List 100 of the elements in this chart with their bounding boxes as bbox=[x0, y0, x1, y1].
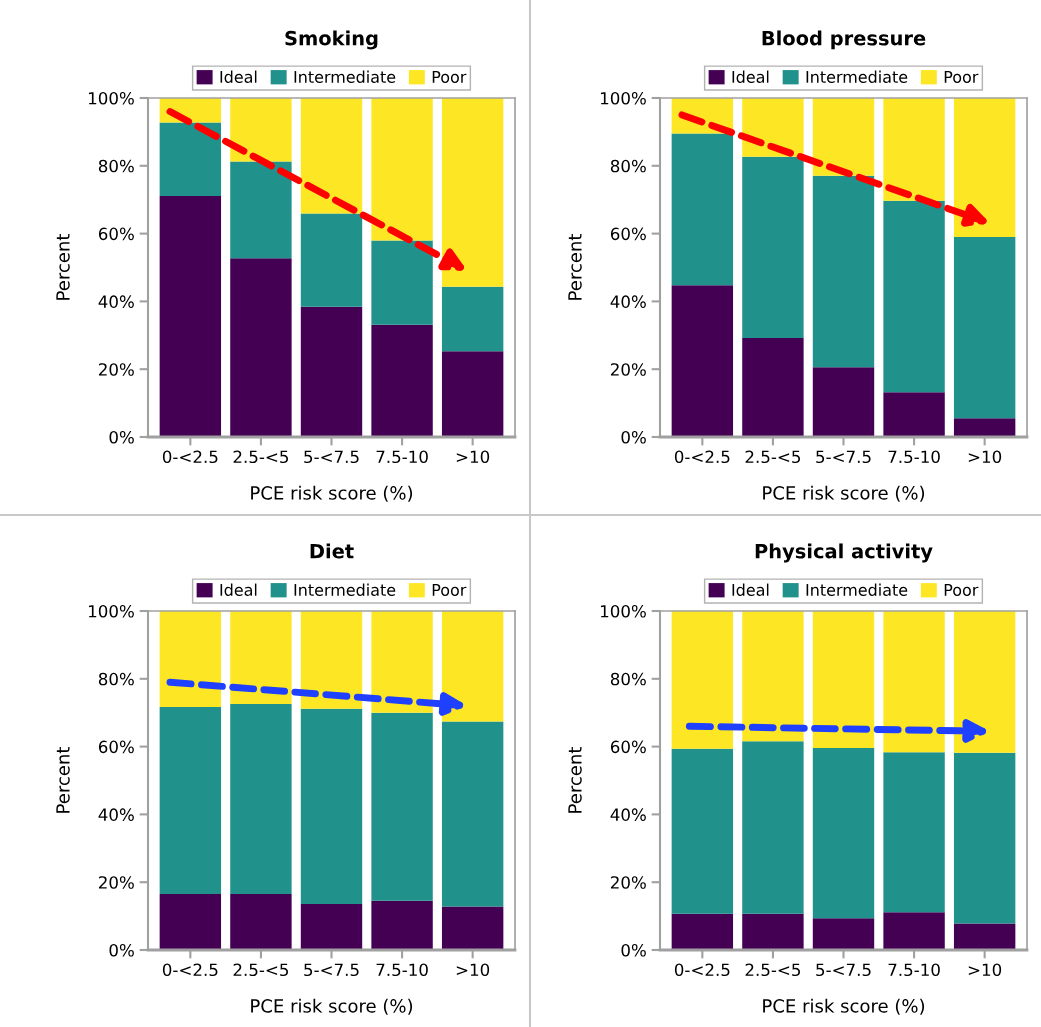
bar bbox=[371, 324, 433, 437]
y-tick-label: 60% bbox=[610, 740, 646, 754]
bar bbox=[883, 98, 945, 201]
bar bbox=[159, 706, 222, 895]
legend-label: Ideal bbox=[732, 70, 769, 83]
x-tick-label: 7.5-10 bbox=[888, 450, 940, 464]
bar bbox=[441, 351, 504, 437]
bar bbox=[812, 918, 875, 950]
legend-label: Intermediate bbox=[294, 70, 396, 83]
bar bbox=[441, 611, 504, 722]
x-tick-label: 5-<7.5 bbox=[816, 963, 871, 977]
x-tick-label: 2.5-<5 bbox=[233, 450, 289, 464]
y-tick-label: 80% bbox=[98, 159, 134, 173]
y-tick-label: 60% bbox=[610, 227, 646, 241]
y-axis-title: Percent bbox=[56, 746, 70, 813]
bar bbox=[230, 161, 292, 259]
bar bbox=[812, 747, 875, 919]
bar bbox=[159, 611, 222, 707]
legend-label: Poor bbox=[432, 584, 467, 596]
y-axis-title: Percent bbox=[56, 233, 70, 300]
bar bbox=[883, 392, 945, 437]
legend-label: Poor bbox=[944, 584, 979, 596]
x-tick-label: >10 bbox=[456, 963, 490, 977]
bar bbox=[300, 611, 363, 709]
bar bbox=[883, 752, 945, 913]
y-tick-label: 40% bbox=[610, 808, 646, 821]
y-tick-label: 20% bbox=[610, 363, 646, 376]
x-tick-label: 7.5-10 bbox=[888, 963, 940, 977]
y-tick-label: 20% bbox=[98, 363, 134, 376]
x-tick-label: 5-<7.5 bbox=[304, 450, 359, 464]
x-tick-label: 5-<7.5 bbox=[304, 963, 359, 977]
bar bbox=[441, 286, 504, 352]
legend-label: Ideal bbox=[220, 70, 257, 83]
bar bbox=[371, 712, 433, 901]
bar bbox=[671, 611, 734, 749]
x-tick-label: 7.5-10 bbox=[376, 963, 428, 977]
x-tick-label: 0-<2.5 bbox=[162, 963, 218, 977]
y-tick-label: 80% bbox=[610, 672, 646, 686]
bar bbox=[300, 708, 363, 904]
y-tick-label: 40% bbox=[98, 295, 134, 308]
y-tick-label: 100% bbox=[600, 604, 646, 618]
x-axis-title: PCE risk score (%) bbox=[763, 998, 925, 1015]
bar bbox=[441, 721, 504, 907]
chart-title: Diet bbox=[310, 543, 354, 559]
bar bbox=[441, 98, 504, 287]
x-tick-label: >10 bbox=[968, 450, 1002, 464]
y-tick-label: 0% bbox=[109, 430, 134, 444]
bar bbox=[230, 98, 292, 162]
y-tick-label: 60% bbox=[98, 740, 134, 754]
bar bbox=[371, 900, 433, 950]
x-tick-label: 0-<2.5 bbox=[674, 963, 730, 977]
chart-title: Smoking bbox=[285, 30, 378, 50]
x-tick-label: 0-<2.5 bbox=[674, 450, 730, 464]
bar bbox=[671, 913, 734, 950]
x-axis-title: PCE risk score (%) bbox=[763, 485, 925, 502]
x-tick-label: 2.5-<5 bbox=[745, 963, 801, 977]
bar bbox=[671, 285, 734, 437]
bar bbox=[671, 748, 734, 914]
y-tick-label: 40% bbox=[610, 295, 646, 308]
bar bbox=[883, 611, 945, 753]
y-tick-label: 100% bbox=[88, 604, 134, 618]
bar bbox=[953, 923, 1016, 950]
bar bbox=[742, 156, 804, 339]
bar bbox=[671, 133, 734, 286]
y-tick-label: 100% bbox=[600, 91, 646, 105]
y-tick-label: 60% bbox=[98, 227, 134, 241]
bar bbox=[441, 906, 504, 950]
y-tick-label: 80% bbox=[98, 672, 134, 686]
y-tick-label: 0% bbox=[109, 943, 134, 957]
bar bbox=[300, 213, 363, 307]
bar bbox=[812, 175, 875, 368]
bar bbox=[159, 195, 222, 437]
x-tick-label: 2.5-<5 bbox=[233, 963, 289, 977]
y-tick-label: 20% bbox=[98, 876, 134, 889]
y-axis-title: Percent bbox=[568, 233, 582, 300]
legend-label: Poor bbox=[432, 71, 467, 83]
y-tick-label: 20% bbox=[610, 876, 646, 889]
legend-label: Intermediate bbox=[806, 70, 908, 83]
legend-label: Intermediate bbox=[294, 583, 396, 596]
bar bbox=[953, 752, 1016, 924]
bar bbox=[230, 703, 292, 895]
bar bbox=[742, 741, 804, 914]
bar bbox=[812, 611, 875, 748]
bar bbox=[371, 240, 433, 325]
bar bbox=[883, 912, 945, 950]
bar bbox=[742, 338, 804, 437]
bar bbox=[812, 367, 875, 437]
x-tick-label: 5-<7.5 bbox=[816, 450, 871, 464]
legend-label: Poor bbox=[944, 71, 979, 83]
legend-label: Intermediate bbox=[806, 583, 908, 596]
bar bbox=[953, 418, 1016, 437]
bar bbox=[300, 903, 363, 950]
y-axis-title: Percent bbox=[568, 746, 582, 813]
bar bbox=[230, 258, 292, 437]
bar bbox=[742, 611, 804, 742]
y-tick-label: 80% bbox=[610, 159, 646, 173]
legend-label: Ideal bbox=[220, 583, 257, 596]
x-axis-title: PCE risk score (%) bbox=[251, 998, 413, 1015]
bar bbox=[953, 611, 1016, 753]
bar bbox=[159, 122, 222, 196]
